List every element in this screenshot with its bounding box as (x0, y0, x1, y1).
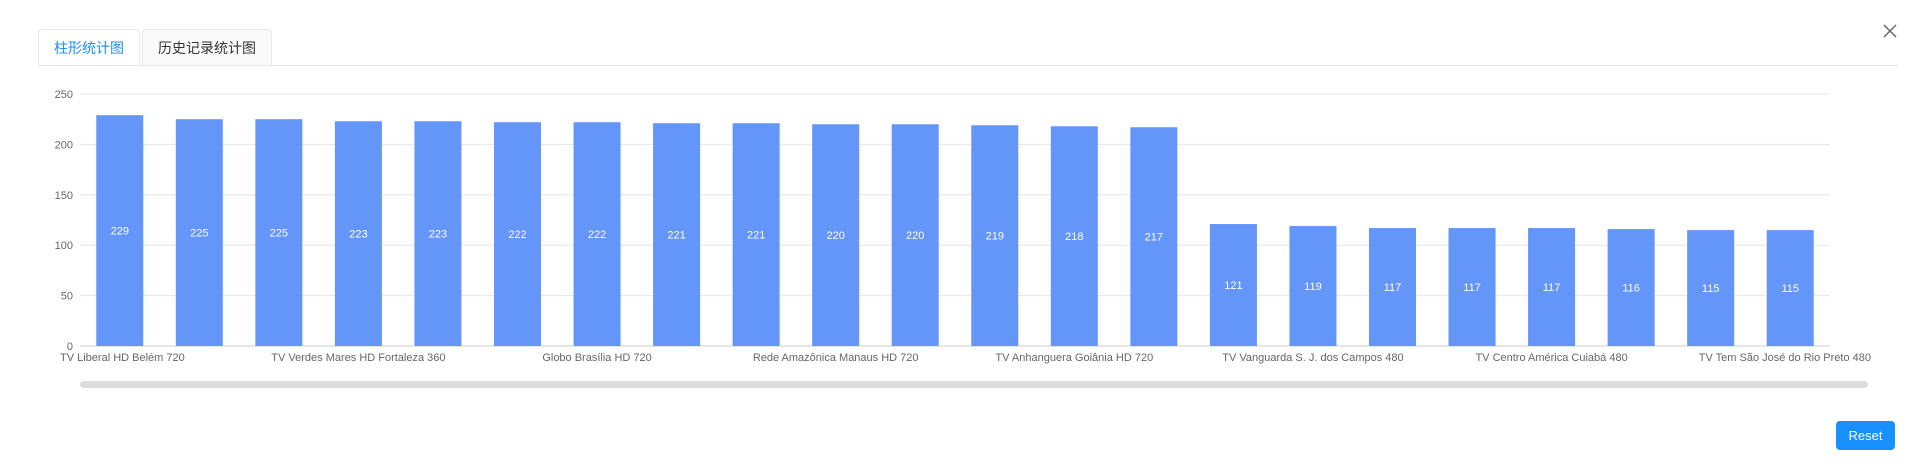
bar (971, 125, 1019, 346)
bar-chart: 0 50 100 150 200 250 229 225 225 223 223 222 222 221 2… (55, 89, 1871, 388)
x-tick-label: TV Centro América Cuiabá 480 (1475, 352, 1627, 364)
bar-data-label: 117 (1543, 282, 1561, 294)
bar (414, 121, 462, 346)
x-tick-label: TV Liberal HD Belém 720 (60, 352, 185, 364)
bar (812, 124, 860, 346)
bar-data-label: 222 (508, 229, 526, 241)
bar (1687, 230, 1735, 346)
bar-data-label: 220 (906, 230, 924, 242)
bar (891, 124, 939, 346)
bar (96, 115, 144, 346)
bar (653, 123, 701, 346)
bar-data-label: 116 (1622, 283, 1640, 295)
bar (255, 119, 303, 346)
reset-button[interactable]: Reset (1836, 421, 1895, 450)
tab-history-chart[interactable]: 历史记录统计图 (142, 29, 272, 65)
bar-data-label: 222 (588, 229, 606, 241)
x-tick-label: TV Tem São José do Rio Preto 480 (1699, 352, 1871, 364)
bar-data-label: 117 (1384, 282, 1402, 294)
bar-data-label: 221 (747, 230, 765, 242)
bar-data-label: 115 (1702, 283, 1720, 295)
x-tick-label: Rede Amazônica Manaus HD 720 (753, 352, 919, 364)
bar (1528, 228, 1576, 346)
bar-data-label: 115 (1781, 283, 1799, 295)
bar (175, 119, 223, 346)
y-tick-label: 0 (67, 341, 73, 353)
bar-data-label: 220 (827, 230, 845, 242)
bar (1607, 229, 1655, 346)
y-tick-label: 100 (55, 240, 73, 252)
bar (334, 121, 382, 346)
bar-data-label: 223 (429, 229, 447, 241)
bar (494, 122, 541, 346)
y-tick-label: 250 (55, 89, 73, 101)
bar (1050, 126, 1098, 346)
tab-bar-chart[interactable]: 柱形统计图 (38, 29, 140, 66)
bar-data-label: 225 (270, 228, 288, 240)
bar (1130, 127, 1178, 346)
zoom-slider[interactable] (80, 381, 1868, 388)
bar-data-label: 119 (1304, 281, 1322, 293)
x-tick-label: TV Anhanguera Goiânia HD 720 (995, 352, 1153, 364)
tab-bar: 柱形统计图 历史记录统计图 (38, 29, 272, 66)
close-button[interactable] (1877, 18, 1903, 44)
bar-data-label: 225 (190, 228, 208, 240)
bar-data-label: 221 (667, 230, 685, 242)
bar-data-label: 223 (349, 229, 367, 241)
close-icon (1883, 24, 1897, 38)
bar-data-label: 121 (1224, 280, 1242, 292)
bar-data-label: 229 (111, 226, 129, 238)
bar (573, 122, 621, 346)
bar-data-label: 219 (986, 231, 1004, 243)
y-tick-label: 150 (55, 190, 73, 202)
x-tick-label: TV Verdes Mares HD Fortaleza 360 (271, 352, 445, 364)
y-tick-label: 50 (61, 291, 73, 303)
bar (1369, 228, 1416, 346)
bar-data-label: 218 (1065, 231, 1083, 243)
bar-data-label: 217 (1145, 232, 1163, 244)
bar (1209, 224, 1257, 346)
tabs-divider (38, 65, 1899, 66)
bar (732, 123, 780, 346)
bar (1766, 230, 1814, 346)
bar-data-label: 117 (1463, 282, 1481, 294)
bar (1289, 226, 1337, 346)
bar (1448, 228, 1496, 346)
y-tick-label: 200 (55, 139, 73, 151)
x-tick-label: TV Vanguarda S. J. dos Campos 480 (1222, 352, 1403, 364)
x-tick-label: Globo Brasília HD 720 (542, 352, 651, 364)
